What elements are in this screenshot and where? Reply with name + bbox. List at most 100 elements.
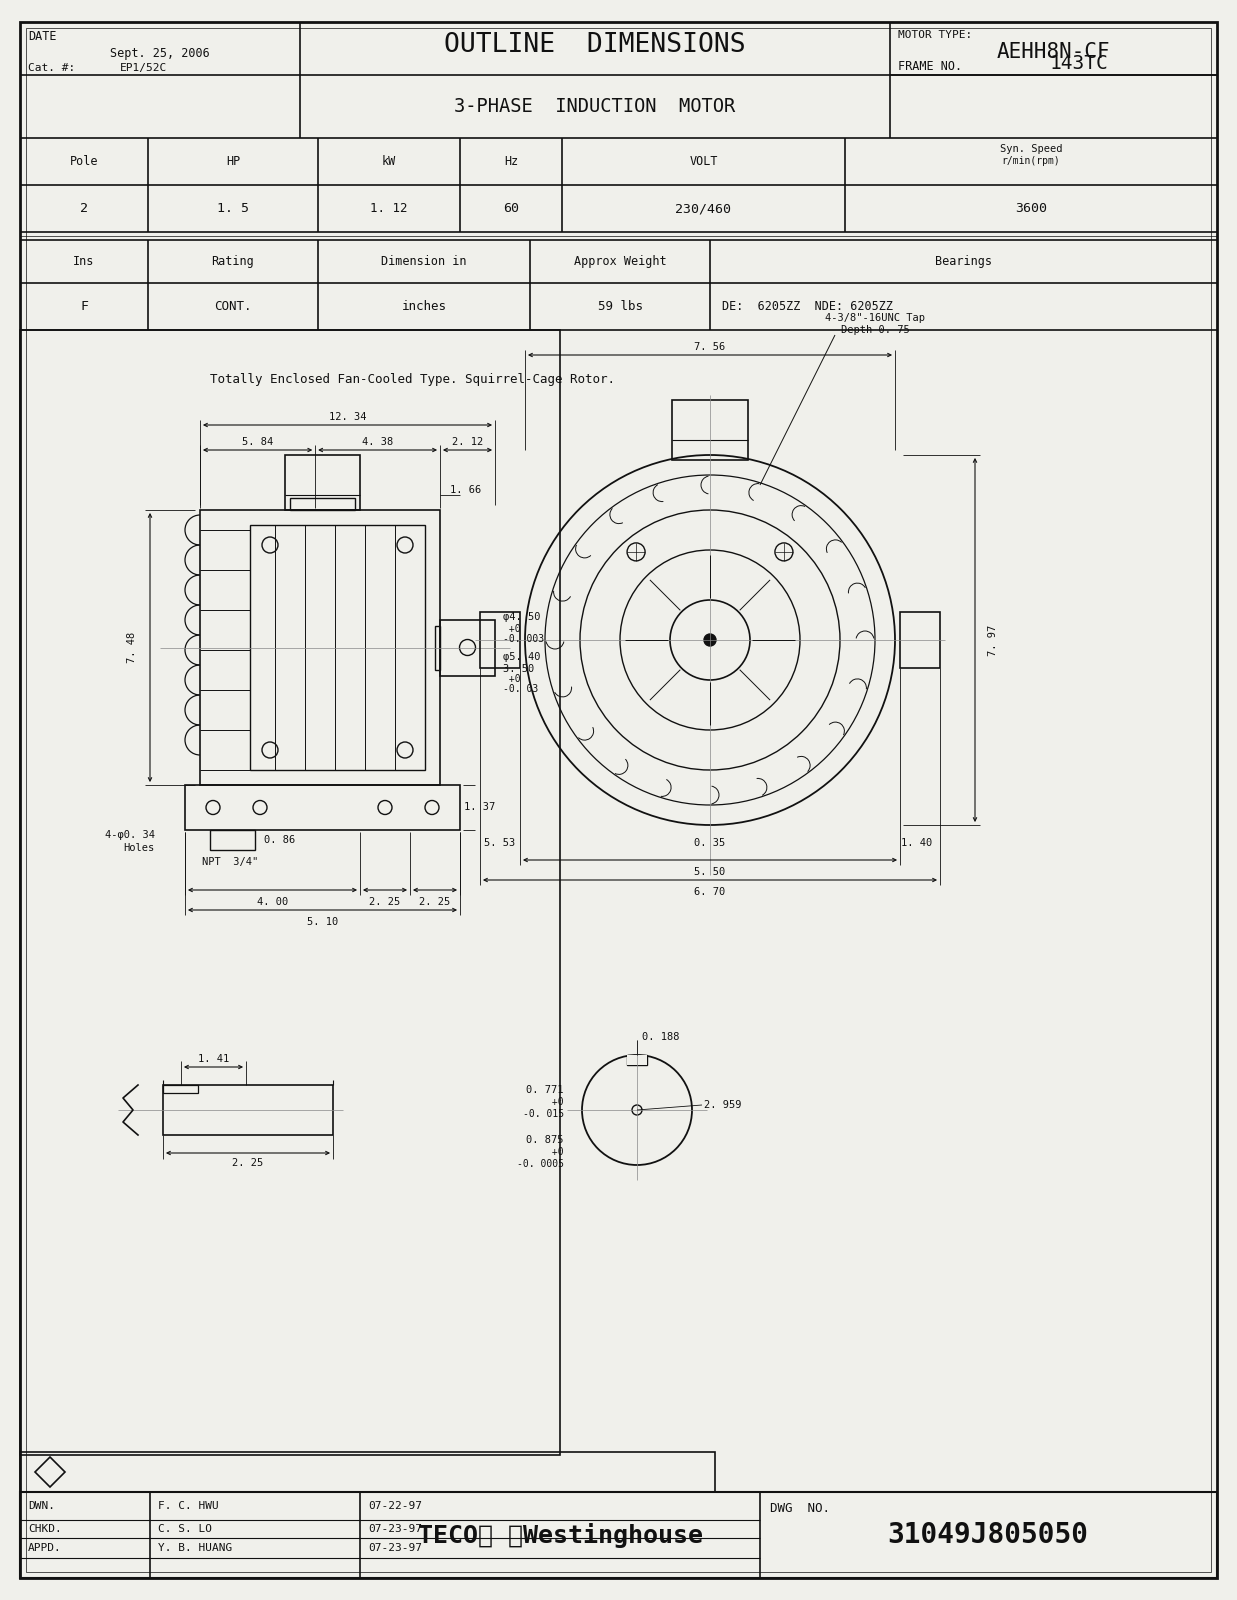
Text: +0: +0 bbox=[503, 675, 521, 685]
Bar bbox=[200, 510, 440, 786]
Text: 0. 771: 0. 771 bbox=[527, 1085, 564, 1094]
Text: -0. 03: -0. 03 bbox=[503, 685, 538, 694]
Text: 2. 12: 2. 12 bbox=[452, 437, 484, 446]
Text: TECOⓇ ⓂWestinghouse: TECOⓇ ⓂWestinghouse bbox=[418, 1523, 703, 1547]
Text: Cat. #:: Cat. #: bbox=[28, 62, 75, 74]
Text: 2: 2 bbox=[80, 202, 88, 214]
Text: F: F bbox=[80, 301, 88, 314]
Text: 5. 10: 5. 10 bbox=[307, 917, 338, 926]
Text: F. C. HWU: F. C. HWU bbox=[158, 1501, 219, 1510]
Text: kW: kW bbox=[382, 155, 396, 168]
Text: Sept. 25, 2006: Sept. 25, 2006 bbox=[110, 46, 210, 59]
Text: 5. 50: 5. 50 bbox=[694, 867, 726, 877]
Text: 60: 60 bbox=[503, 202, 520, 214]
Text: -0. 015: -0. 015 bbox=[523, 1109, 564, 1118]
Text: 7. 48: 7. 48 bbox=[127, 632, 137, 662]
Text: 0. 875: 0. 875 bbox=[527, 1134, 564, 1146]
Bar bbox=[20, 330, 560, 1454]
Text: 5. 84: 5. 84 bbox=[242, 437, 273, 446]
Bar bbox=[435, 626, 440, 669]
Bar bbox=[289, 498, 355, 510]
Text: DWN.: DWN. bbox=[28, 1501, 54, 1510]
Text: 2. 25: 2. 25 bbox=[233, 1158, 263, 1168]
Text: 4. 38: 4. 38 bbox=[362, 437, 393, 446]
Text: 0. 35: 0. 35 bbox=[694, 838, 726, 848]
Text: r/min(rpm): r/min(rpm) bbox=[1002, 157, 1060, 166]
Text: OUTLINE  DIMENSIONS: OUTLINE DIMENSIONS bbox=[444, 32, 746, 58]
Bar bbox=[672, 400, 748, 461]
Text: 3600: 3600 bbox=[1016, 202, 1047, 214]
Text: Ins: Ins bbox=[73, 254, 95, 267]
Text: 1. 5: 1. 5 bbox=[216, 202, 249, 214]
Text: CHKD.: CHKD. bbox=[28, 1523, 62, 1534]
Text: 4-3/8"-16UNC Tap: 4-3/8"-16UNC Tap bbox=[825, 314, 925, 323]
Text: 230/460: 230/460 bbox=[675, 202, 731, 214]
Text: DE:  6205ZZ  NDE: 6205ZZ: DE: 6205ZZ NDE: 6205ZZ bbox=[722, 301, 893, 314]
Bar bbox=[20, 1453, 715, 1491]
Bar bbox=[440, 619, 495, 675]
Text: 3. 50: 3. 50 bbox=[503, 664, 534, 675]
Bar bbox=[210, 830, 255, 850]
Text: 1. 40: 1. 40 bbox=[902, 838, 933, 848]
Text: 2. 959: 2. 959 bbox=[704, 1101, 741, 1110]
Text: Y. B. HUANG: Y. B. HUANG bbox=[158, 1542, 233, 1554]
Text: 0. 86: 0. 86 bbox=[265, 835, 296, 845]
Text: Depth 0. 75: Depth 0. 75 bbox=[841, 325, 909, 334]
Bar bbox=[627, 1054, 647, 1066]
Text: Hz: Hz bbox=[503, 155, 518, 168]
Text: 7. 97: 7. 97 bbox=[988, 624, 998, 656]
Text: 0. 188: 0. 188 bbox=[642, 1032, 679, 1042]
Text: 59 lbs: 59 lbs bbox=[597, 301, 642, 314]
Text: 4-φ0. 34: 4-φ0. 34 bbox=[105, 830, 155, 840]
Text: +0: +0 bbox=[547, 1147, 564, 1157]
Bar bbox=[627, 1054, 647, 1066]
Text: φ4. 50: φ4. 50 bbox=[503, 613, 541, 622]
Text: 07-22-97: 07-22-97 bbox=[367, 1501, 422, 1510]
Text: 31049J805050: 31049J805050 bbox=[887, 1522, 1089, 1549]
Text: 1. 66: 1. 66 bbox=[450, 485, 481, 494]
Bar bbox=[480, 611, 520, 669]
Text: Syn. Speed: Syn. Speed bbox=[999, 144, 1063, 154]
Text: DWG  NO.: DWG NO. bbox=[769, 1502, 830, 1515]
Text: Holes: Holes bbox=[124, 843, 155, 853]
Bar bbox=[20, 1491, 1217, 1578]
Text: 12. 34: 12. 34 bbox=[329, 411, 366, 422]
Text: NPT  3/4": NPT 3/4" bbox=[202, 858, 259, 867]
Text: APPD.: APPD. bbox=[28, 1542, 62, 1554]
Text: Totally Enclosed Fan-Cooled Type. Squirrel-Cage Rotor.: Totally Enclosed Fan-Cooled Type. Squirr… bbox=[210, 373, 615, 387]
Bar bbox=[250, 525, 426, 770]
Text: C. S. LO: C. S. LO bbox=[158, 1523, 212, 1534]
Text: 3-PHASE  INDUCTION  MOTOR: 3-PHASE INDUCTION MOTOR bbox=[454, 98, 736, 117]
Bar bbox=[901, 611, 940, 669]
Text: MOTOR TYPE:: MOTOR TYPE: bbox=[898, 30, 972, 40]
Text: Rating: Rating bbox=[212, 254, 255, 267]
Bar bbox=[186, 786, 460, 830]
Circle shape bbox=[704, 634, 716, 646]
Text: -0. 0005: -0. 0005 bbox=[517, 1158, 564, 1170]
Text: VOLT: VOLT bbox=[689, 155, 717, 168]
Text: 1. 12: 1. 12 bbox=[370, 202, 408, 214]
Text: +0: +0 bbox=[503, 624, 521, 635]
Text: 2. 25: 2. 25 bbox=[419, 898, 450, 907]
Text: CONT.: CONT. bbox=[214, 301, 252, 314]
Text: 143TC: 143TC bbox=[1050, 54, 1108, 74]
Text: 07-23-97: 07-23-97 bbox=[367, 1542, 422, 1554]
Bar bbox=[285, 454, 360, 510]
Text: Bearings: Bearings bbox=[935, 254, 992, 267]
Text: HP: HP bbox=[226, 155, 240, 168]
Text: 7. 56: 7. 56 bbox=[694, 342, 726, 352]
Text: 6. 70: 6. 70 bbox=[694, 886, 726, 898]
Text: Approx Weight: Approx Weight bbox=[574, 254, 667, 267]
Text: -0. 003: -0. 003 bbox=[503, 635, 544, 645]
Text: 5. 53: 5. 53 bbox=[485, 838, 516, 848]
Text: 1. 37: 1. 37 bbox=[464, 803, 496, 813]
Text: 4. 00: 4. 00 bbox=[257, 898, 288, 907]
Bar bbox=[163, 1085, 333, 1134]
Text: Pole: Pole bbox=[69, 155, 98, 168]
Text: 07-23-97: 07-23-97 bbox=[367, 1523, 422, 1534]
Text: φ5. 40: φ5. 40 bbox=[503, 653, 541, 662]
Text: AEHH8N-CF: AEHH8N-CF bbox=[997, 43, 1111, 62]
Text: 1. 41: 1. 41 bbox=[198, 1054, 229, 1064]
Text: inches: inches bbox=[402, 301, 447, 314]
Text: EP1/52C: EP1/52C bbox=[120, 62, 167, 74]
